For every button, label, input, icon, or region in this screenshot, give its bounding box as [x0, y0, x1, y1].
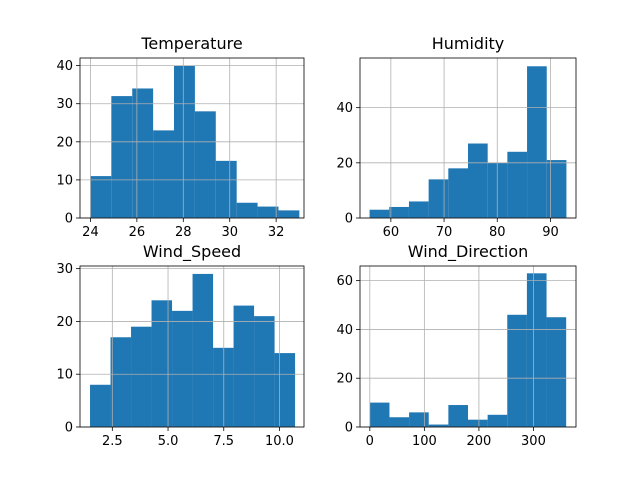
- histogram-bar: [507, 151, 528, 218]
- histogram-bar: [278, 210, 300, 218]
- histogram-bar: [192, 273, 214, 427]
- y-tick-label: 60: [336, 274, 353, 289]
- histogram-bar: [468, 419, 488, 427]
- y-tick-label: 0: [345, 212, 353, 227]
- histogram-panel-2: 60 70 80 90 0 20 40 Humidity: [336, 34, 577, 240]
- histogram-bar: [546, 317, 567, 427]
- histogram-bar: [448, 405, 468, 427]
- x-tick-label: 100: [412, 434, 437, 449]
- histogram-bar: [110, 337, 132, 427]
- histogram-bar: [194, 111, 216, 218]
- x-tick-label: 2.5: [102, 434, 123, 449]
- histogram-bar: [172, 310, 193, 427]
- histogram-bar: [468, 143, 488, 218]
- histogram-bar: [131, 326, 152, 427]
- histogram-panel-4: 0 100 200 300 0 20 40 60 Wind_Direction: [336, 242, 577, 449]
- panel-title: Temperature: [140, 34, 242, 53]
- histogram-bar: [448, 168, 468, 218]
- y-tick-label: 10: [56, 368, 73, 383]
- histogram-bar: [507, 314, 527, 427]
- x-tick-label: 300: [521, 434, 546, 449]
- x-tick-label: 10.0: [265, 434, 294, 449]
- x-tick-label: 30: [221, 225, 238, 240]
- x-tick-label: 5.0: [158, 434, 179, 449]
- histogram-bar: [487, 414, 508, 427]
- panel-title: Wind_Direction: [408, 242, 529, 262]
- histogram-bar: [369, 209, 390, 218]
- histogram-bar: [369, 402, 390, 427]
- histogram-bar: [90, 176, 112, 218]
- histogram-bar: [132, 88, 154, 218]
- histogram-panel-1: 24 26 28 30 32 0 10 20 30 40 Temperature: [56, 34, 305, 240]
- histogram-bar: [428, 179, 449, 218]
- y-tick-label: 20: [56, 135, 73, 150]
- y-tick-label: 20: [336, 156, 353, 171]
- histogram-bar: [153, 130, 175, 218]
- axes-frame: [359, 57, 577, 219]
- histogram-bar: [257, 206, 279, 218]
- histogram-bar: [90, 384, 111, 427]
- x-tick-label: 26: [129, 225, 146, 240]
- histogram-bar: [546, 160, 567, 218]
- histogram-bar: [389, 417, 410, 427]
- axes-frame: [359, 265, 577, 428]
- x-tick-label: 0: [366, 434, 374, 449]
- histogram-bar: [428, 424, 449, 427]
- x-tick-label: 200: [466, 434, 491, 449]
- y-tick-label: 30: [56, 262, 73, 277]
- histogram-bar: [254, 316, 275, 427]
- y-tick-label: 40: [336, 323, 353, 338]
- y-tick-label: 0: [65, 212, 73, 227]
- x-tick-label: 28: [175, 225, 192, 240]
- histogram-bar: [213, 347, 234, 427]
- histogram-bar: [389, 206, 409, 218]
- y-tick-label: 0: [65, 421, 73, 436]
- y-tick-label: 10: [56, 173, 73, 188]
- histogram-bar: [151, 300, 173, 427]
- histogram-panel-3: 2.5 5.0 7.5 10.0 0 10 20 30 Wind_Speed: [56, 242, 305, 449]
- y-tick-label: 40: [336, 101, 353, 116]
- histogram-bar: [274, 353, 296, 427]
- axes-frame: [79, 265, 305, 428]
- y-tick-label: 40: [56, 59, 73, 74]
- panel-title: Humidity: [432, 34, 505, 53]
- x-tick-label: 32: [268, 225, 285, 240]
- histogram-bar: [526, 273, 547, 427]
- axes-frame: [79, 57, 305, 219]
- x-tick-label: 90: [542, 225, 559, 240]
- x-tick-label: 60: [383, 225, 400, 240]
- y-tick-label: 20: [336, 372, 353, 387]
- histogram-bar: [236, 202, 258, 218]
- x-tick-label: 70: [436, 225, 453, 240]
- y-tick-label: 20: [56, 315, 73, 330]
- panel-title: Wind_Speed: [143, 242, 241, 262]
- histogram-bar: [233, 305, 255, 427]
- histogram-bar: [215, 160, 237, 218]
- x-tick-label: 7.5: [213, 434, 234, 449]
- histogram-bar: [111, 96, 133, 218]
- histogram-bar: [409, 412, 429, 427]
- y-tick-label: 0: [345, 421, 353, 436]
- y-tick-label: 30: [56, 97, 73, 112]
- histogram-bar: [408, 201, 429, 218]
- x-tick-label: 24: [82, 225, 99, 240]
- histogram-bar: [527, 66, 547, 218]
- x-tick-label: 80: [489, 225, 506, 240]
